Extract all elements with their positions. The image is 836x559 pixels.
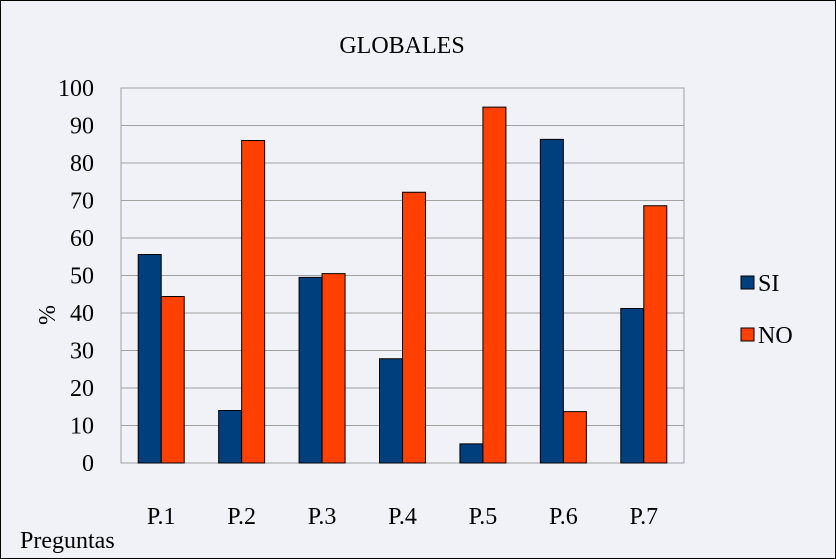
bar-no-p2 [241, 140, 266, 464]
x-category-label: P.3 [308, 504, 337, 530]
legend-swatch-no [740, 327, 755, 342]
y-tick-label: 10 [70, 414, 94, 440]
y-tick-label: 90 [70, 114, 94, 140]
x-category-label: P.5 [469, 504, 498, 530]
x-category-label: P.1 [147, 504, 176, 530]
x-category-label: P.6 [549, 504, 578, 530]
y-tick-label: 40 [70, 301, 94, 327]
x-category-label: P.4 [388, 504, 417, 530]
bar-si-p7 [620, 308, 645, 464]
x-category-label: P.2 [227, 504, 256, 530]
legend: SI NO [740, 271, 793, 349]
x-category-label: P.7 [629, 504, 658, 530]
x-axis-label: Preguntas [20, 528, 115, 554]
bar-no-p3 [321, 273, 346, 464]
chart-title: GLOBALES [339, 33, 464, 59]
y-tick-label: 0 [82, 451, 94, 477]
y-tick-label: 100 [58, 76, 94, 102]
y-tick-label: 60 [70, 226, 94, 252]
y-tick-label: 80 [70, 151, 94, 177]
bar-no-p5 [482, 106, 507, 464]
bar-si-p4 [379, 358, 403, 464]
bar-no-p6 [562, 411, 587, 464]
y-tick-label: 20 [70, 376, 94, 402]
bar-si-p6 [539, 138, 564, 464]
bar-si-p2 [218, 410, 243, 464]
y-tick-label: 70 [70, 189, 94, 215]
bar-si-p5 [459, 443, 484, 464]
legend-label-si: SI [758, 271, 779, 297]
bar-no-p1 [160, 296, 185, 464]
bar-no-p4 [402, 191, 426, 464]
legend-swatch-si [740, 275, 755, 290]
y-axis-label: % [35, 305, 61, 325]
bar-no-p7 [643, 205, 668, 464]
legend-label-no: NO [758, 323, 793, 349]
y-tick-label: 50 [70, 264, 94, 290]
x-axis-categories: P.1 P.2 P.3 P.4 P.5 P.6 P.7 [147, 504, 658, 530]
bar-si-p1 [137, 254, 162, 464]
bars [137, 106, 668, 464]
y-axis-ticks: 0 10 20 30 40 50 60 70 80 90 100 [58, 76, 94, 477]
bar-si-p3 [298, 276, 323, 464]
y-tick-label: 30 [70, 339, 94, 365]
